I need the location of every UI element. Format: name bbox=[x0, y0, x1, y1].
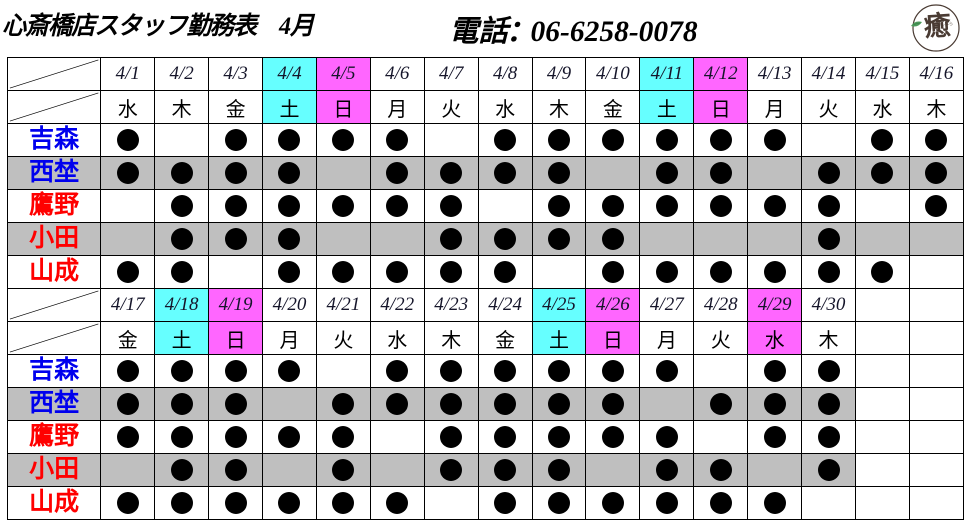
svg-text:癒しはら: 癒しはら bbox=[937, 20, 953, 26]
